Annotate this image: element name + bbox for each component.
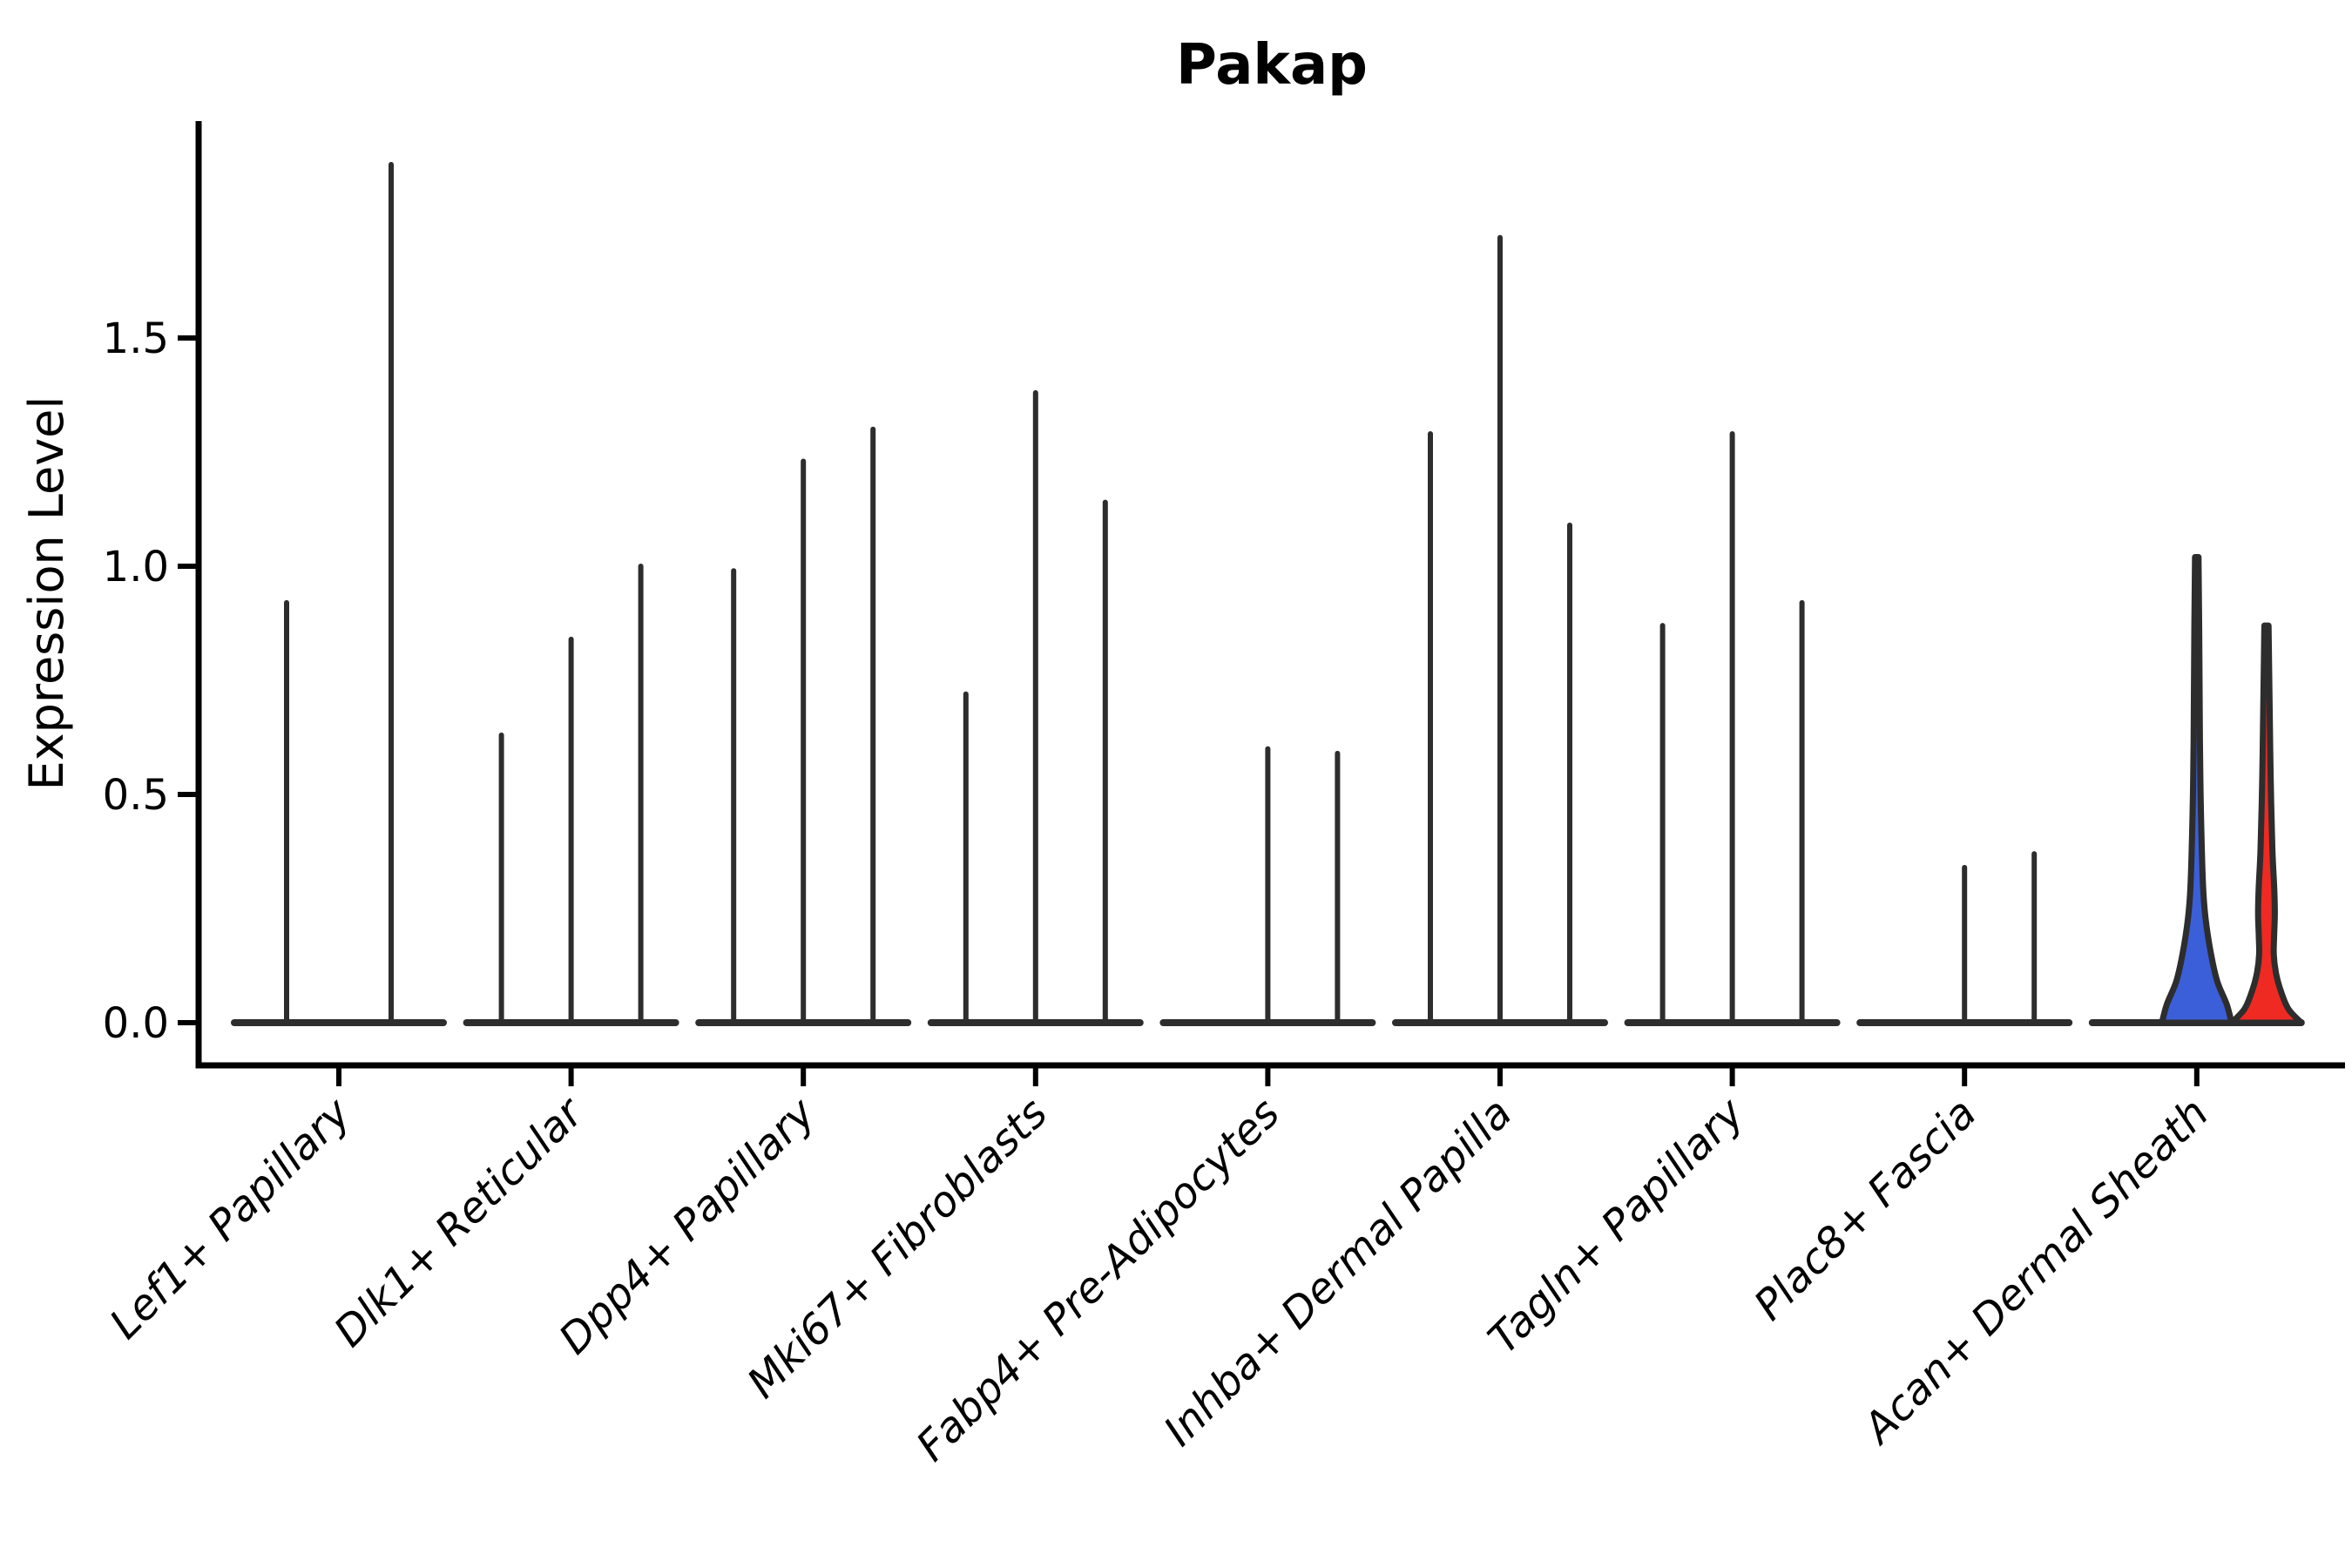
- y-tick-label: 0.0: [103, 999, 169, 1048]
- violin-group: [927, 389, 1144, 1026]
- violin-group: [695, 426, 912, 1026]
- x-category-label: Plac8+ Fascia: [1745, 1089, 1986, 1330]
- x-category-label: Dlk1+ Reticular: [325, 1087, 595, 1357]
- axes: [178, 121, 2345, 1086]
- x-category-label: Tagln+ Papillary: [1479, 1088, 1754, 1363]
- x-category-label: Lef1+ Papillary: [100, 1088, 361, 1348]
- chart-title: Pakap: [1176, 33, 1368, 98]
- violin-group: [1392, 234, 1608, 1026]
- y-tick-label: 1.0: [103, 543, 169, 591]
- y-axis-title: Expression Level: [19, 396, 74, 791]
- violin-group: [463, 564, 679, 1026]
- violins: [231, 161, 2305, 1026]
- violin-group: [1624, 431, 1841, 1026]
- y-tick-label: 1.5: [103, 314, 169, 363]
- violin-filled: [2159, 554, 2235, 1026]
- violin-group: [1856, 851, 2073, 1026]
- violin-group: [2088, 554, 2305, 1026]
- y-tick-labels: 0.0 0.5 1.0 1.5: [103, 314, 169, 1048]
- y-tick-label: 0.5: [103, 771, 169, 820]
- violin-filled: [2228, 622, 2305, 1026]
- violin-group: [231, 161, 447, 1026]
- x-category-label: Dpp4+ Papillary: [550, 1088, 825, 1363]
- violin-group: [1159, 746, 1376, 1026]
